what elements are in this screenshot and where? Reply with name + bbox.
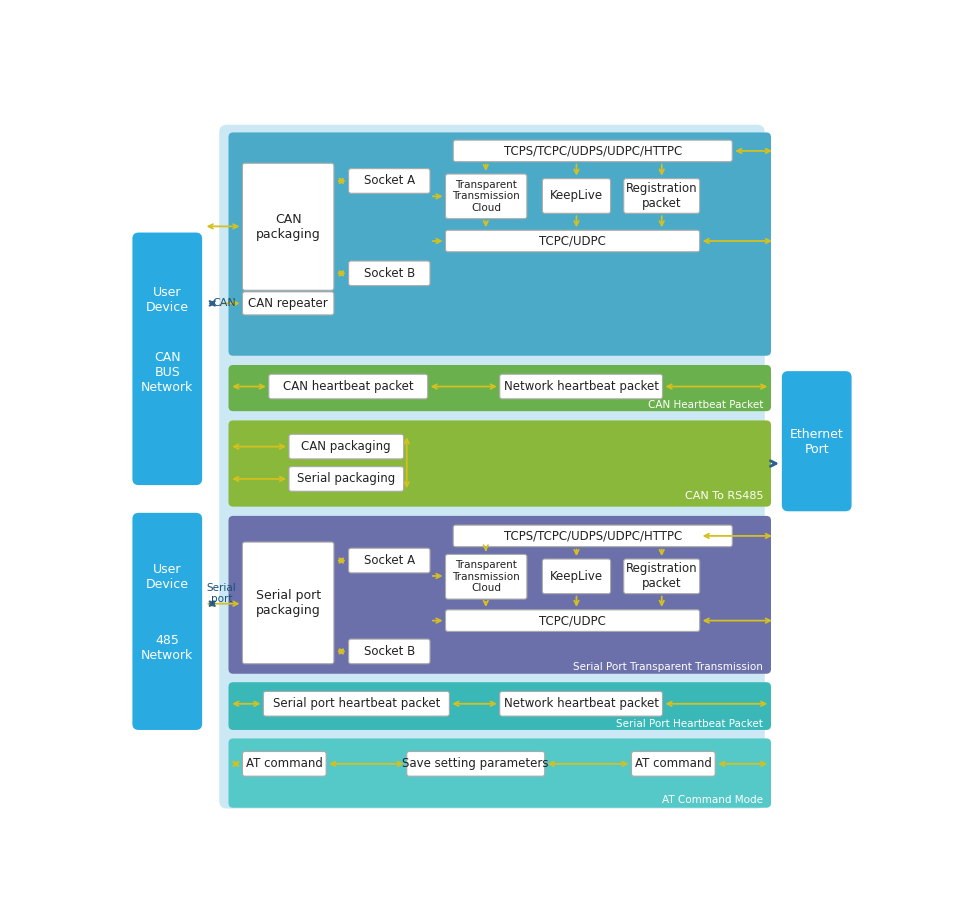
FancyBboxPatch shape — [219, 125, 765, 808]
Text: TCPC/UDPC: TCPC/UDPC — [540, 614, 606, 627]
Text: Serial Port Transparent Transmission: Serial Port Transparent Transmission — [573, 662, 763, 672]
Text: Serial Port Heartbeat Packet: Serial Port Heartbeat Packet — [616, 719, 763, 729]
Text: KeepLive: KeepLive — [550, 189, 603, 202]
Text: Network heartbeat packet: Network heartbeat packet — [504, 380, 659, 393]
Text: Network heartbeat packet: Network heartbeat packet — [504, 698, 659, 711]
Text: Socket A: Socket A — [364, 554, 415, 567]
Text: CAN heartbeat packet: CAN heartbeat packet — [283, 380, 414, 393]
FancyBboxPatch shape — [228, 420, 771, 506]
Text: Save setting parameters: Save setting parameters — [402, 758, 549, 771]
Text: 485
Network: 485 Network — [141, 635, 193, 663]
Text: Transparent
Transmission
Cloud: Transparent Transmission Cloud — [452, 180, 520, 213]
FancyBboxPatch shape — [445, 230, 700, 251]
FancyBboxPatch shape — [269, 374, 427, 399]
FancyBboxPatch shape — [228, 132, 771, 356]
Text: Serial port
packaging: Serial port packaging — [255, 589, 321, 617]
FancyBboxPatch shape — [445, 610, 700, 631]
Text: Serial packaging: Serial packaging — [298, 472, 396, 485]
Text: CAN packaging: CAN packaging — [301, 440, 391, 453]
FancyBboxPatch shape — [500, 374, 662, 399]
Text: Socket B: Socket B — [364, 267, 415, 280]
Text: CAN repeater: CAN repeater — [249, 297, 328, 310]
Text: Serial port heartbeat packet: Serial port heartbeat packet — [273, 698, 440, 711]
Text: Serial
port: Serial port — [206, 583, 236, 604]
FancyBboxPatch shape — [243, 542, 334, 663]
Text: KeepLive: KeepLive — [550, 570, 603, 583]
FancyBboxPatch shape — [289, 467, 403, 492]
FancyBboxPatch shape — [348, 261, 430, 286]
FancyBboxPatch shape — [243, 292, 334, 315]
FancyBboxPatch shape — [542, 178, 611, 213]
Text: Socket B: Socket B — [364, 645, 415, 658]
FancyBboxPatch shape — [243, 164, 334, 290]
FancyBboxPatch shape — [348, 548, 430, 573]
FancyBboxPatch shape — [228, 365, 771, 411]
Text: CAN To RS485: CAN To RS485 — [684, 491, 763, 501]
FancyBboxPatch shape — [407, 751, 544, 776]
Text: TCPC/UDPC: TCPC/UDPC — [540, 235, 606, 248]
FancyBboxPatch shape — [132, 513, 203, 730]
FancyBboxPatch shape — [228, 738, 771, 808]
FancyBboxPatch shape — [243, 751, 326, 776]
FancyBboxPatch shape — [542, 559, 611, 594]
FancyBboxPatch shape — [263, 691, 449, 716]
Text: CAN
packaging: CAN packaging — [255, 213, 321, 241]
FancyBboxPatch shape — [781, 371, 852, 511]
FancyBboxPatch shape — [228, 516, 771, 674]
Text: CAN Heartbeat Packet: CAN Heartbeat Packet — [648, 400, 763, 410]
Text: Registration
packet: Registration packet — [626, 182, 698, 210]
Text: Transparent
Transmission
Cloud: Transparent Transmission Cloud — [452, 560, 520, 593]
Text: CAN: CAN — [212, 298, 236, 309]
FancyBboxPatch shape — [453, 525, 732, 547]
FancyBboxPatch shape — [500, 691, 662, 716]
Text: AT Command Mode: AT Command Mode — [662, 795, 763, 805]
Text: User
Device: User Device — [146, 286, 189, 313]
Text: CAN
BUS
Network: CAN BUS Network — [141, 351, 193, 395]
FancyBboxPatch shape — [453, 140, 732, 162]
Text: TCPS/TCPC/UDPS/UDPC/HTTPC: TCPS/TCPC/UDPS/UDPC/HTTPC — [504, 144, 682, 157]
FancyBboxPatch shape — [228, 682, 771, 730]
Text: TCPS/TCPC/UDPS/UDPC/HTTPC: TCPS/TCPC/UDPS/UDPC/HTTPC — [504, 529, 682, 542]
Text: User
Device: User Device — [146, 563, 189, 590]
Text: AT command: AT command — [246, 758, 323, 771]
Text: Ethernet
Port: Ethernet Port — [790, 428, 844, 456]
FancyBboxPatch shape — [624, 559, 700, 594]
FancyBboxPatch shape — [132, 233, 203, 485]
FancyBboxPatch shape — [624, 178, 700, 213]
Text: AT command: AT command — [635, 758, 711, 771]
FancyBboxPatch shape — [445, 554, 527, 599]
FancyBboxPatch shape — [348, 639, 430, 663]
Text: Registration
packet: Registration packet — [626, 563, 698, 590]
FancyBboxPatch shape — [632, 751, 715, 776]
FancyBboxPatch shape — [445, 174, 527, 219]
FancyBboxPatch shape — [348, 168, 430, 193]
FancyBboxPatch shape — [289, 434, 403, 459]
Text: Socket A: Socket A — [364, 175, 415, 188]
